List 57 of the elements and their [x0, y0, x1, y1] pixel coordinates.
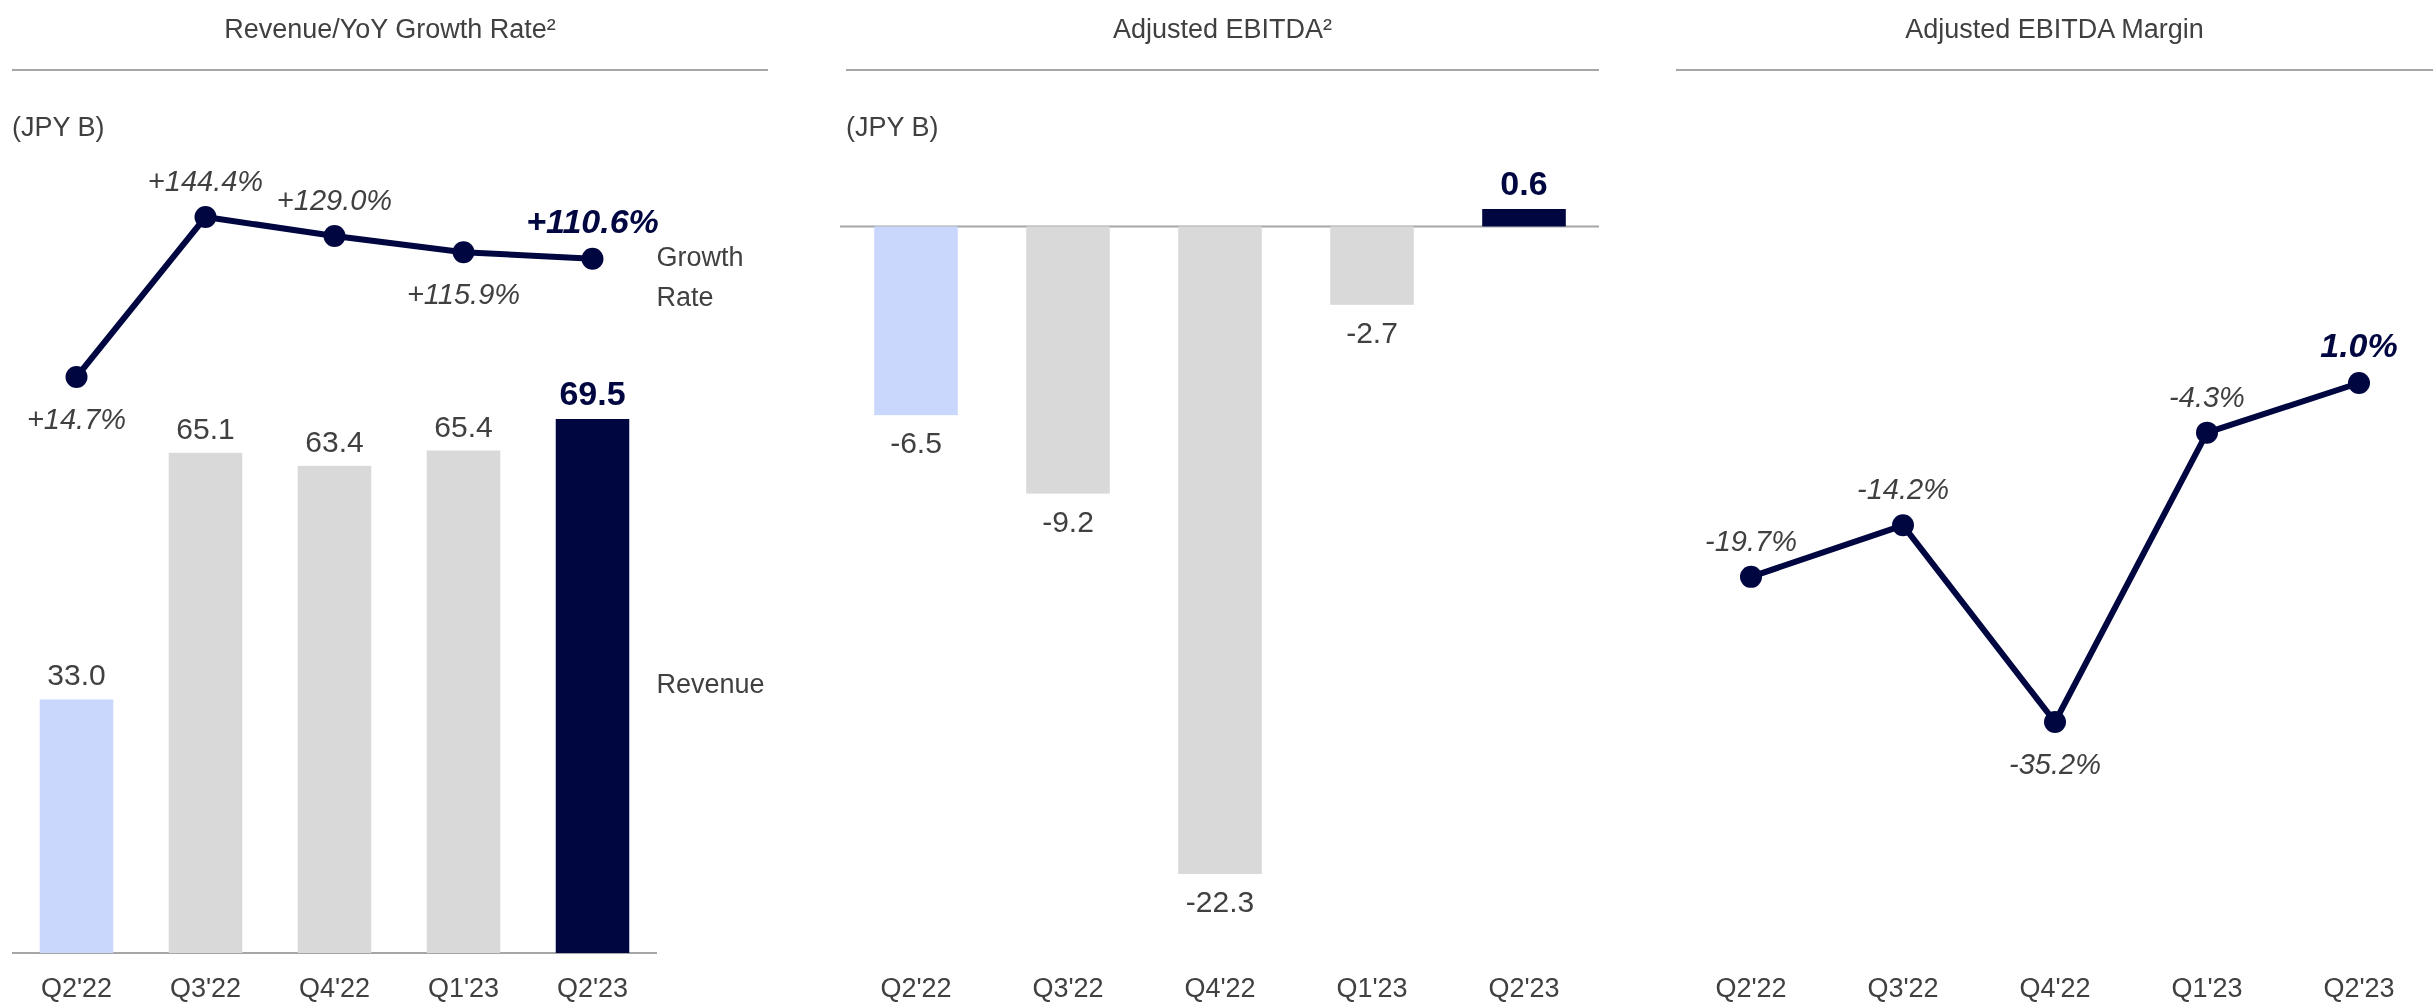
- data-label: -6.5: [890, 426, 942, 460]
- chart-title: Revenue/YoY Growth Rate²: [224, 14, 556, 44]
- x-tick-label: Q3'22: [1867, 973, 1939, 1003]
- data-label: +129.0%: [276, 184, 393, 216]
- x-tick-label: Q4'22: [298, 973, 371, 1003]
- data-label: -9.2: [1042, 504, 1094, 538]
- point: [1892, 514, 1914, 537]
- series-label: Revenue: [656, 669, 765, 700]
- data-label: -4.3%: [2169, 380, 2245, 413]
- point: [2196, 421, 2218, 444]
- x-tick-label: Q2'23: [2323, 973, 2395, 1003]
- data-label: 1.0%: [2320, 326, 2398, 364]
- point: [581, 247, 604, 270]
- point: [2044, 711, 2066, 733]
- point: [452, 241, 475, 264]
- data-label: 33.0: [47, 658, 106, 692]
- bar: [555, 419, 630, 953]
- data-label: -22.3: [1185, 885, 1255, 918]
- text: Growth Rate: [656, 241, 744, 312]
- data-label: -2.7: [1346, 315, 1398, 349]
- data-label: +14.7%: [26, 403, 127, 435]
- bar: [426, 450, 501, 953]
- bar: [39, 699, 114, 953]
- x-tick-label: Q2'22: [40, 973, 113, 1003]
- point: [65, 366, 88, 388]
- chart-title: Adjusted EBITDA²: [1112, 14, 1333, 44]
- data-label: 65.4: [434, 409, 493, 443]
- data-label: 65.1: [176, 411, 235, 445]
- bar: [297, 465, 372, 953]
- x-tick-label: Q4'22: [2019, 973, 2091, 1003]
- y-axis-title: (JPY B): [846, 112, 939, 142]
- point: [194, 206, 217, 228]
- x-tick-label: Q2'23: [556, 973, 629, 1003]
- x-tick-label: Q4'22: [1184, 973, 1256, 1003]
- x-tick-label: Q1'23: [427, 973, 500, 1003]
- point: [1740, 565, 1762, 588]
- data-label: -35.2%: [2009, 748, 2101, 780]
- data-label: 63.4: [305, 424, 364, 458]
- x-tick-label: Q1'23: [1336, 973, 1408, 1003]
- data-label: 69.5: [559, 374, 626, 412]
- chart-title: Adjusted EBITDA Margin: [1905, 14, 2204, 44]
- x-tick-label: Q2'22: [1715, 973, 1787, 1003]
- data-label: +110.6%: [526, 201, 659, 240]
- point: [323, 225, 346, 247]
- bar: [168, 452, 243, 953]
- data-label: +144.4%: [147, 165, 264, 197]
- data-label: +115.9%: [406, 278, 521, 311]
- x-tick-label: Q3'22: [1032, 973, 1104, 1003]
- x-tick-label: Q1'23: [2171, 973, 2243, 1003]
- x-tick-label: Q3'22: [169, 973, 242, 1003]
- text: (JPY B): [12, 112, 105, 142]
- data-label: -14.2%: [1857, 473, 1949, 506]
- point: [2348, 372, 2370, 394]
- data-label: 0.6: [1500, 164, 1548, 202]
- x-tick-label: Q2'22: [880, 973, 952, 1003]
- x-tick-label: Q2'23: [1488, 973, 1560, 1003]
- data-label: -19.7%: [1705, 524, 1797, 557]
